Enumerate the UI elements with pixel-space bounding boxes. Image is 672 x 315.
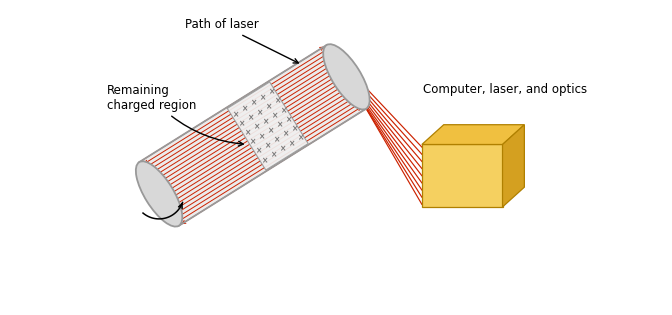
Text: ×: × — [261, 156, 267, 165]
Text: ×: × — [297, 133, 303, 142]
Text: ×: × — [261, 117, 268, 126]
Text: ×: × — [268, 87, 275, 96]
Text: ×: × — [267, 126, 274, 135]
Text: ×: × — [276, 120, 283, 129]
Text: ×: × — [247, 113, 253, 123]
Text: ×: × — [279, 145, 285, 153]
Text: ×: × — [270, 150, 276, 159]
Ellipse shape — [136, 161, 182, 226]
Text: ×: × — [265, 102, 271, 111]
Polygon shape — [139, 45, 366, 226]
Polygon shape — [227, 82, 308, 170]
Text: ×: × — [280, 106, 286, 115]
Text: ×: × — [233, 110, 239, 119]
Text: ×: × — [255, 146, 261, 156]
Text: ×: × — [274, 96, 280, 106]
Text: ×: × — [264, 141, 271, 150]
Text: ×: × — [244, 128, 250, 137]
Text: ×: × — [271, 111, 277, 120]
Polygon shape — [503, 125, 524, 207]
Text: ×: × — [291, 124, 298, 133]
Text: Path of laser: Path of laser — [185, 18, 298, 63]
Text: ×: × — [273, 135, 280, 144]
Text: ×: × — [241, 104, 247, 113]
Text: ×: × — [253, 123, 259, 132]
Text: ×: × — [288, 139, 294, 148]
Text: ×: × — [259, 132, 265, 141]
Text: Remaining
charged region: Remaining charged region — [107, 84, 243, 146]
Polygon shape — [422, 145, 503, 207]
Text: ×: × — [238, 119, 245, 128]
Polygon shape — [422, 125, 524, 145]
Text: ×: × — [250, 99, 257, 108]
Text: ×: × — [259, 93, 265, 102]
Text: ×: × — [256, 108, 262, 117]
Text: ×: × — [282, 130, 288, 139]
Text: ×: × — [286, 115, 292, 124]
Text: ×: × — [249, 137, 256, 146]
Text: Computer, laser, and optics: Computer, laser, and optics — [423, 83, 587, 96]
Ellipse shape — [323, 44, 370, 110]
